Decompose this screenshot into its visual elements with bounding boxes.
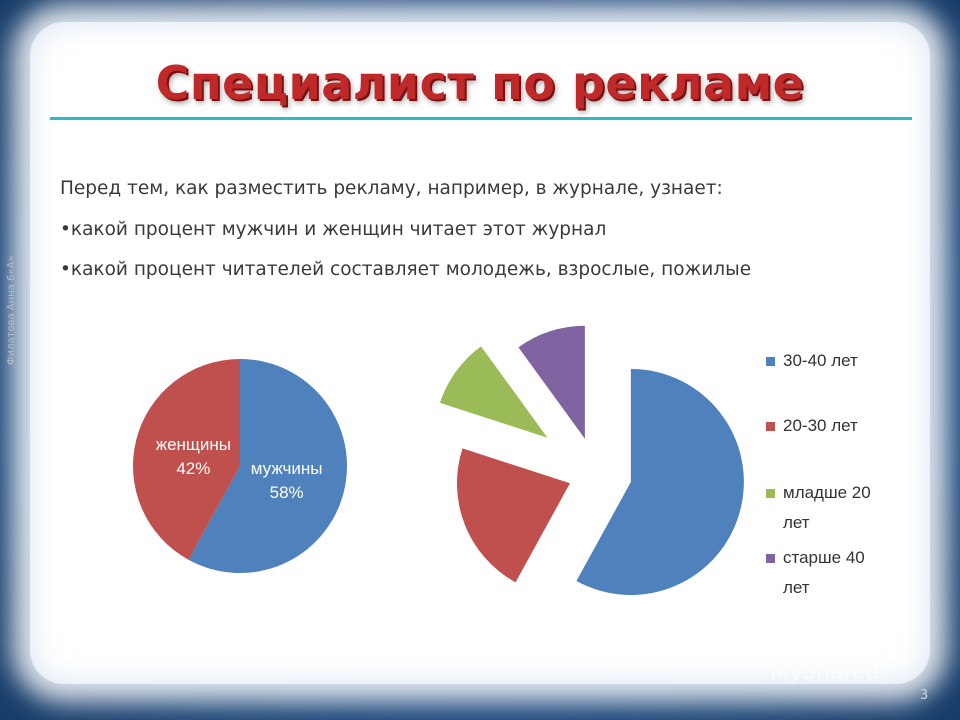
slide-title: Специалист по рекламе (155, 56, 805, 110)
legend-item-1: 30-40 лет (766, 346, 858, 376)
legend-item-3: младше 20 лет (766, 478, 871, 538)
legend-swatch (766, 554, 775, 564)
age-pie-chart (439, 325, 744, 595)
legend-item-2: 20-30 лет (766, 411, 858, 441)
legend-label-cont: лет (783, 578, 810, 597)
gender-pie-chart: мужчины 58% женщины 42% (133, 359, 347, 574)
pie-slice-мужчины (188, 359, 347, 574)
bullet-1: •какой процент мужчин и женщин читает эт… (60, 219, 607, 240)
legend-swatch (766, 489, 775, 499)
legend-swatch (766, 357, 775, 367)
legend-item-4: старше 40 лет (766, 543, 865, 603)
pie-slice-старше-40-лет (518, 325, 585, 439)
legend-label-cont: лет (783, 513, 810, 532)
pie-slice-женщины (133, 359, 240, 560)
title-divider (50, 117, 912, 120)
legend-label: 30-40 лет (783, 351, 858, 370)
page-number: 3 (920, 688, 929, 703)
intro-text: Перед тем, как разместить рекламу, напри… (60, 178, 723, 199)
pie-slice-20-30-лет (456, 448, 570, 583)
pie-label-мужчины: мужчины (251, 459, 323, 478)
pie-value-мужчины: 58% (270, 483, 304, 502)
pie-slice-30-40-лет (576, 368, 744, 595)
legend-label: старше 40 (783, 548, 865, 567)
pie-value-женщины: 42% (176, 459, 210, 478)
watermark-logo: MyShared (770, 660, 880, 685)
legend-label: 20-30 лет (783, 416, 858, 435)
pie-slice-младше-20-лет (439, 346, 548, 438)
legend-label: младше 20 (783, 483, 871, 502)
pie-label-женщины: женщины (156, 435, 231, 454)
bullet-2: •какой процент читателей составляет моло… (60, 259, 752, 280)
legend-swatch (766, 422, 775, 432)
